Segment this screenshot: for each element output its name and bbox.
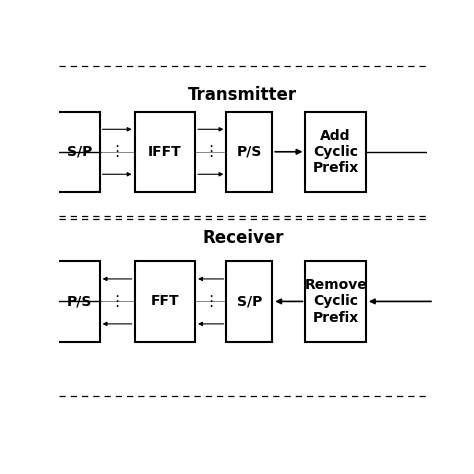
Bar: [135, 112, 195, 192]
Text: Remove
Cyclic
Prefix: Remove Cyclic Prefix: [304, 278, 367, 325]
Bar: [227, 112, 272, 192]
Text: ⋮: ⋮: [109, 294, 125, 309]
Text: Transmitter: Transmitter: [188, 86, 298, 104]
Text: ⋮: ⋮: [109, 144, 125, 159]
Bar: [305, 261, 366, 342]
Bar: [227, 261, 272, 342]
Text: Add
Cyclic
Prefix: Add Cyclic Prefix: [312, 128, 359, 175]
Text: ⋮: ⋮: [203, 294, 219, 309]
Text: FFT: FFT: [151, 294, 179, 309]
Text: Receiver: Receiver: [202, 228, 283, 246]
Text: P/S: P/S: [237, 145, 262, 159]
Text: S/P: S/P: [237, 294, 262, 309]
Bar: [135, 261, 195, 342]
Text: S/P: S/P: [67, 145, 92, 159]
Text: ⋮: ⋮: [203, 144, 219, 159]
Text: P/S: P/S: [67, 294, 92, 309]
Bar: [305, 112, 366, 192]
Bar: [52, 112, 100, 192]
Bar: [52, 261, 100, 342]
Text: IFFT: IFFT: [148, 145, 182, 159]
